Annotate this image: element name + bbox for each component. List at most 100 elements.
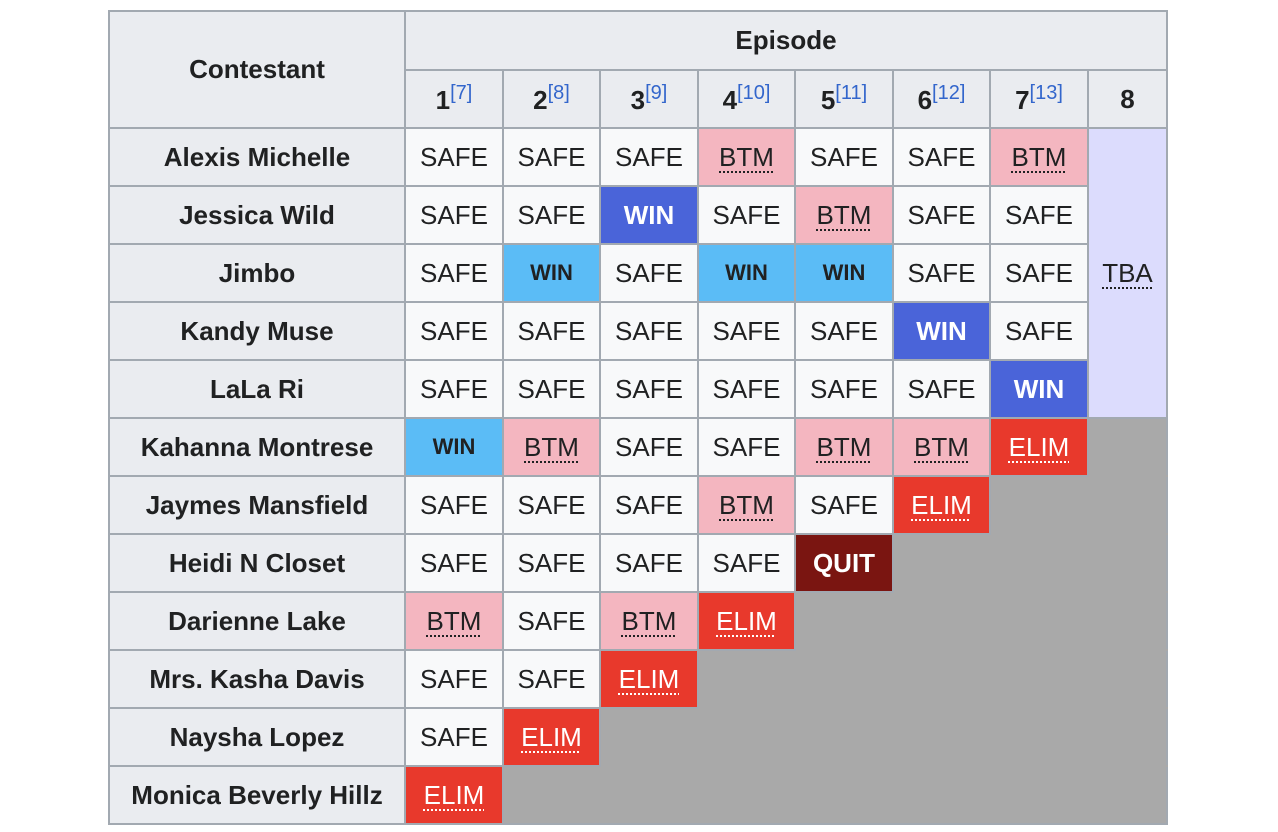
result-cell: SAFE — [404, 649, 504, 709]
contestant-name: Heidi N Closet — [108, 533, 406, 593]
result-cell: ELIM — [989, 417, 1089, 477]
result-text: BTM — [719, 489, 774, 520]
episode-header: Episode — [404, 10, 1168, 71]
result-cell: BTM — [989, 127, 1089, 187]
header-row: 1[7] 2[8] 3[9] 4[10] 5[11] 6[12] 7[13] 8 — [109, 69, 1168, 129]
result-cell: BTM — [697, 475, 796, 535]
episode-label: 6 — [917, 85, 933, 115]
episode-number: 3[9] — [599, 69, 699, 129]
reference-link[interactable]: [9] — [645, 82, 668, 104]
result-text: SAFE — [615, 141, 683, 172]
result-text: SAFE — [712, 431, 781, 462]
result-cell: SAFE — [697, 359, 796, 419]
contestant-name: Naysha Lopez — [108, 707, 406, 767]
result-cell: SAFE — [502, 475, 601, 535]
result-cell: SAFE — [404, 243, 504, 303]
result-cell: ELIM — [502, 707, 601, 767]
result-cell: WIN — [794, 243, 894, 303]
result-text: WIN — [432, 434, 476, 459]
contestant-name: Jessica Wild — [108, 185, 406, 245]
result-text: SAFE — [420, 141, 488, 172]
final-cell: TBA — [1087, 127, 1168, 419]
result-cell: SAFE — [794, 359, 894, 419]
result-cell: SAFE — [697, 185, 796, 245]
contestant-row: Jessica Wild SAFE SAFE WIN SAFE BTM SAFE SAFE — [108, 185, 1167, 245]
result-cell: SAFE — [892, 243, 991, 303]
result-cell: QUIT — [794, 533, 894, 593]
result-cell: SAFE — [892, 359, 991, 419]
contestant-name: Monica Beverly Hillz — [108, 765, 406, 825]
result-cell: SAFE — [599, 359, 699, 419]
result-text: QUIT — [812, 547, 876, 578]
episode-number: 4[10] — [697, 69, 796, 129]
episode-label: 2 — [533, 85, 548, 115]
result-cell: SAFE — [794, 475, 894, 535]
result-text: SAFE — [907, 141, 976, 172]
result-cell: SAFE — [502, 533, 601, 593]
result-text: WIN — [530, 260, 573, 285]
result-text: SAFE — [517, 547, 586, 578]
result-cell: SAFE — [404, 707, 504, 767]
episode-label: 1 — [435, 85, 451, 115]
reference-link[interactable]: [10] — [737, 82, 771, 104]
contestant-name: Jimbo — [108, 243, 406, 303]
contestant-row: Alexis Michelle SAFE SAFE SAFE BTM SAFE SAFE BT… — [108, 127, 1168, 419]
reference-link[interactable]: [12] — [932, 82, 966, 104]
empty-cell — [1087, 417, 1168, 477]
result-cell: SAFE — [502, 185, 601, 245]
result-text: SAFE — [810, 315, 878, 346]
reference-link[interactable]: [13] — [1029, 82, 1063, 104]
result-cell: SAFE — [404, 475, 504, 535]
result-cell: WIN — [599, 185, 699, 245]
result-cell: SAFE — [404, 359, 504, 419]
result-text: ELIM — [423, 779, 485, 810]
result-text: SAFE — [420, 721, 488, 752]
contestant-name: LaLa Ri — [108, 359, 406, 419]
contestant-row: Kandy Muse SAFE SAFE SAFE SAFE SAFE WIN SAFE — [108, 301, 1167, 361]
result-text: SAFE — [712, 199, 781, 230]
empty-cell — [599, 707, 1168, 767]
contestant-row: LaLa Ri SAFE SAFE SAFE SAFE SAFE SAFE WIN — [108, 359, 1167, 419]
result-text: SAFE — [420, 315, 488, 346]
reference-link[interactable]: [11] — [835, 82, 868, 104]
episode-number: 7[13] — [989, 69, 1089, 129]
result-text: SAFE — [517, 141, 586, 172]
results-table: Contestant Episode 1[7] 2[8] 3[9] 4[10] 5[11] 6… — [108, 10, 1168, 825]
result-text: SAFE — [615, 315, 683, 346]
result-text: SAFE — [517, 489, 586, 520]
result-cell: SAFE — [404, 185, 504, 245]
result-cell: ELIM — [404, 765, 504, 825]
episode-label: 4 — [722, 85, 738, 115]
contestant-row: Mrs. Kasha Davis SAFE SAFE ELIM — [108, 649, 1168, 709]
result-cell: ELIM — [697, 591, 796, 651]
reference-link[interactable]: [7] — [450, 82, 473, 104]
contestant-row: Kahanna Montrese WIN BTM SAFE SAFE BTM BTM ELIM — [108, 417, 1168, 477]
result-text: SAFE — [615, 489, 683, 520]
reference-link[interactable]: [8] — [547, 82, 570, 104]
contestant-row: Heidi N Closet SAFE SAFE SAFE SAFE QUIT — [108, 533, 1168, 593]
result-text: SAFE — [420, 547, 488, 578]
result-cell: SAFE — [599, 475, 699, 535]
result-cell: SAFE — [502, 591, 601, 651]
result-cell: SAFE — [404, 127, 504, 187]
result-cell: SAFE — [697, 301, 796, 361]
result-text: SAFE — [907, 257, 976, 288]
result-cell: BTM — [599, 591, 699, 651]
result-text: BTM — [816, 431, 872, 462]
result-cell: SAFE — [989, 243, 1089, 303]
empty-cell — [502, 765, 1168, 825]
result-cell: SAFE — [989, 185, 1089, 245]
result-text: SAFE — [712, 373, 781, 404]
result-cell: WIN — [989, 359, 1089, 419]
result-text: WIN — [1013, 373, 1065, 404]
result-text: BTM — [621, 605, 677, 636]
result-text: SAFE — [615, 257, 683, 288]
result-cell: SAFE — [892, 127, 991, 187]
episode-label: 7 — [1015, 85, 1030, 115]
result-cell: WIN — [697, 243, 796, 303]
result-text: ELIM — [521, 721, 582, 752]
result-cell: SAFE — [404, 533, 504, 593]
final-text: TBA — [1102, 257, 1153, 288]
result-text: BTM — [426, 605, 482, 636]
